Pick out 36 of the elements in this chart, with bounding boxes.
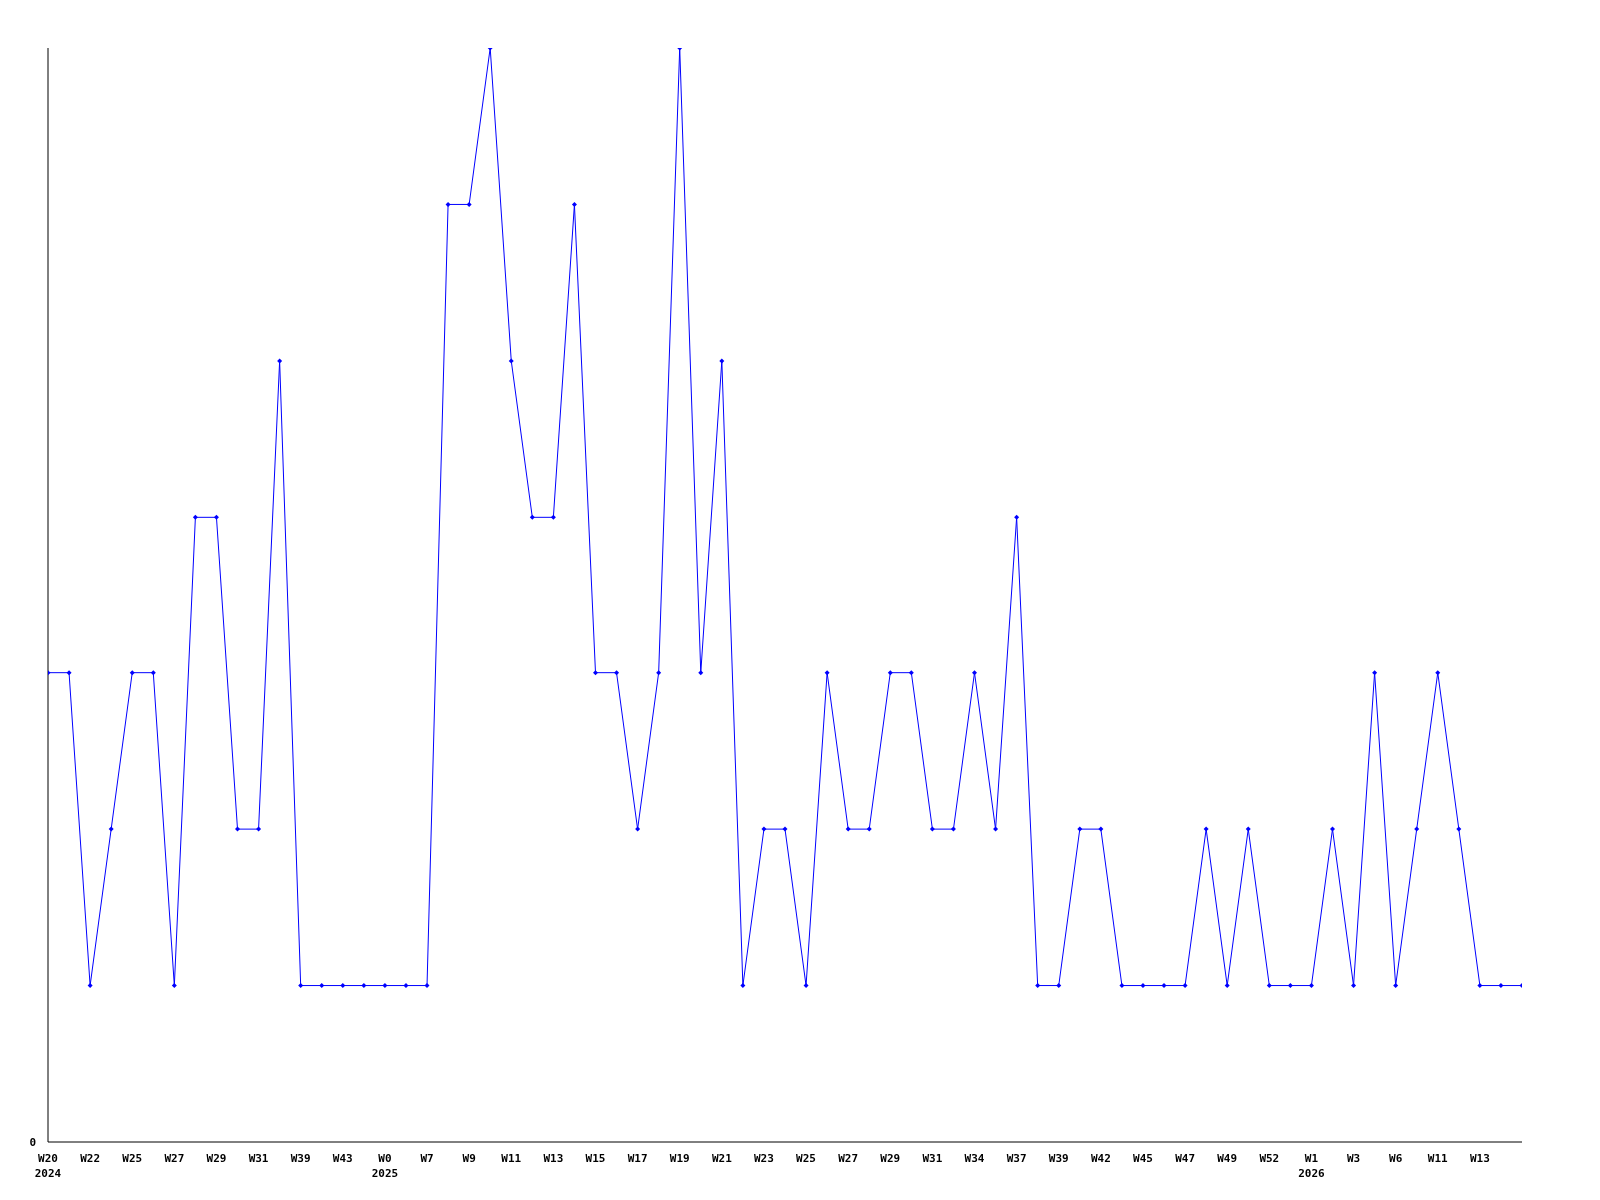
x-tick-label: W31 (248, 1152, 269, 1165)
x-tick-label: W31 (922, 1152, 943, 1165)
x-tick-label: W37 (1006, 1152, 1027, 1165)
x-tick-label: W7 (420, 1152, 434, 1165)
x-tick-label: W22 (80, 1152, 101, 1165)
x-tick-label: W11 (1427, 1152, 1449, 1165)
x-tick-label: W20 2024 (34, 1152, 62, 1180)
x-tick-label: W47 (1175, 1152, 1196, 1165)
x-tick-label: W15 (585, 1152, 606, 1165)
x-tick-label: W29 (880, 1152, 901, 1165)
x-tick-label: W0 2025 (371, 1152, 399, 1180)
x-tick-label: W29 (206, 1152, 227, 1165)
x-tick-label: W23 (754, 1152, 774, 1165)
x-tick-label: W13 (1469, 1152, 1490, 1165)
x-tick-label: W39 (290, 1152, 311, 1165)
x-tick-label: W39 (1048, 1152, 1069, 1165)
x-tick-label: W52 (1259, 1152, 1280, 1165)
x-tick-label: W27 (838, 1152, 859, 1165)
x-tick-label: W19 (669, 1152, 690, 1165)
x-tick-label: W17 (627, 1152, 648, 1165)
x-tick-label: W43 (332, 1152, 353, 1165)
x-tick-label: W25 (796, 1152, 816, 1165)
x-tick-label: W11 (501, 1152, 522, 1165)
x-tick-label: W34 (964, 1152, 985, 1165)
x-tick-label: W21 (711, 1152, 733, 1165)
x-tick-label: W42 (1090, 1152, 1111, 1165)
x-tick-label: W6 (1389, 1152, 1403, 1165)
x-tick-label: W3 (1346, 1152, 1361, 1165)
x-tick-label: W49 (1217, 1152, 1238, 1165)
x-tick-label: W27 (164, 1152, 185, 1165)
x-tick-label: W45 (1133, 1152, 1153, 1165)
x-tick-label: W13 (543, 1152, 564, 1165)
x-tick-label: W9 (462, 1152, 476, 1165)
x-tick-label: W25 (122, 1152, 143, 1165)
text: 0 (29, 1135, 36, 1149)
x-tick-label: W1 2026 (1298, 1152, 1326, 1180)
